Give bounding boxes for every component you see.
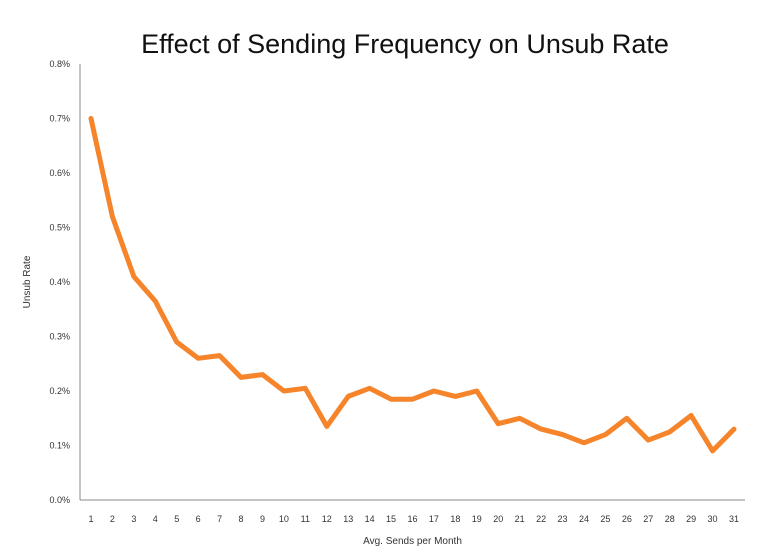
x-tick-label: 17 [429,514,439,524]
y-tick-label: 0.8% [49,59,70,69]
data-point [367,386,372,391]
data-point [689,413,694,418]
x-tick-label: 15 [386,514,396,524]
y-tick-labels: 0.0% 0.1% 0.2% 0.3% 0.4% 0.5% 0.6% 0.7% 0.8% [49,59,70,505]
y-tick-label: 0.5% [49,223,70,233]
x-tick-label: 28 [665,514,675,524]
y-tick-label: 0.4% [49,277,70,287]
y-tick-label: 0.6% [49,168,70,178]
x-tick-label: 21 [515,514,525,524]
data-point [560,432,565,437]
x-tick-label: 19 [472,514,482,524]
data-point [131,274,136,279]
data-point [474,389,479,393]
data-point [303,386,308,391]
x-tick-label: 18 [450,514,460,524]
data-point [346,394,351,399]
x-tick-label: 4 [153,514,158,524]
x-tick-label: 1 [88,514,93,524]
data-point [710,448,715,453]
data-point [603,432,608,437]
data-point [431,389,436,393]
x-axis-label: Avg. Sends per Month [363,536,462,547]
x-tick-label: 7 [217,514,222,524]
axes [79,64,745,501]
data-point [324,424,329,429]
x-tick-label: 8 [239,514,244,524]
y-tick-label: 0.2% [49,386,70,396]
x-tick-label: 23 [558,514,568,524]
y-tick-label: 0.3% [49,332,70,342]
x-tick-label: 25 [600,514,610,524]
y-tick-label: 0.0% [49,495,70,505]
data-point [667,429,672,434]
y-axis-label: Unsub Rate [22,255,33,308]
data-point [453,394,458,399]
x-tick-label: 24 [579,514,589,524]
x-tick-label: 11 [301,514,310,524]
data-point [646,438,651,443]
x-tick-label: 31 [729,514,739,524]
data-point [624,416,629,421]
y-tick-label: 0.1% [49,441,70,451]
x-tick-label: 2 [110,514,115,524]
data-point [196,356,201,361]
data-point [217,353,222,358]
x-tick-label: 14 [365,514,375,524]
x-tick-label: 3 [131,514,136,524]
x-tick-label: 26 [622,514,632,524]
x-tick-label: 22 [536,514,546,524]
x-tick-label: 5 [174,514,179,524]
x-tick-label: 27 [643,514,653,524]
chart-title: Effect of Sending Frequency on Unsub Rat… [141,29,669,59]
x-tick-label: 9 [260,514,265,524]
x-tick-label: 20 [493,514,503,524]
x-tick-label: 30 [708,514,718,524]
data-point [239,375,244,380]
data-point [281,389,286,393]
x-tick-labels: 1 2 3 4 5 6 7 8 9 10 11 12 13 14 15 16 17 18 19 20 21 22 23 24 2… [88,514,739,524]
data-point [389,397,394,402]
x-tick-label: 12 [322,514,332,524]
data-point [153,299,158,304]
y-tick-label: 0.7% [49,114,70,124]
data-point [410,397,415,402]
x-tick-label: 16 [407,514,417,524]
data-point [517,416,522,421]
data-point [260,372,265,377]
x-tick-label: 13 [343,514,353,524]
data-point [174,339,179,344]
data-point [539,427,544,432]
data-point [732,427,736,432]
data-point [110,214,115,219]
data-point [89,116,93,121]
x-tick-label: 10 [279,514,289,524]
data-point [496,421,501,426]
x-tick-label: 6 [196,514,201,524]
series-layer [88,116,737,454]
x-tick-label: 29 [686,514,696,524]
data-point [581,440,586,445]
